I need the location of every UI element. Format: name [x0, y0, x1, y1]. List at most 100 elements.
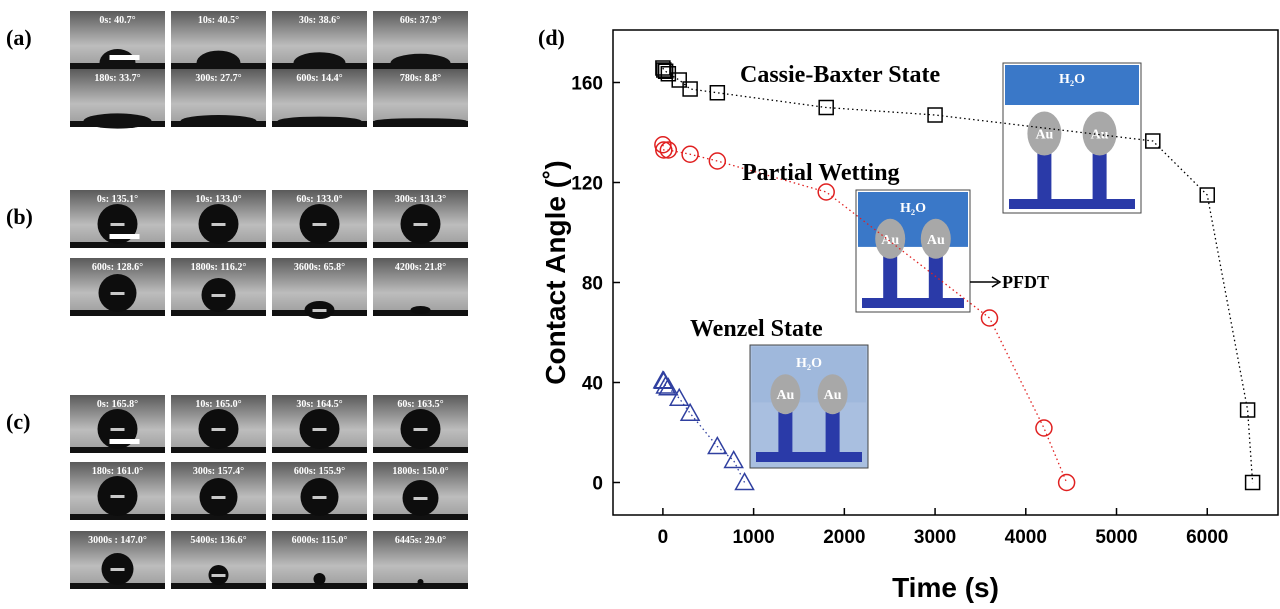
inset-label: Au — [927, 233, 945, 248]
highlight — [212, 496, 226, 499]
marker — [1059, 475, 1075, 491]
frame-label: 60s: 163.5° — [397, 399, 443, 410]
marker — [681, 404, 699, 420]
highlight — [414, 223, 428, 226]
x-tick-label: 1000 — [732, 527, 774, 548]
frame-label: 10s: 133.0° — [195, 194, 241, 205]
frame-label: 780s: 8.8° — [400, 73, 441, 84]
scale-bar — [110, 234, 140, 239]
frame-label: 6000s: 115.0° — [292, 535, 348, 546]
panel-label: (a) — [6, 25, 32, 50]
frame-label: 300s: 157.4° — [193, 466, 244, 477]
annotation: PFDT — [1002, 272, 1049, 292]
y-tick-label: 0 — [592, 474, 603, 495]
scale-bar — [110, 439, 140, 444]
inset: Au Au H₂O — [750, 345, 868, 468]
highlight — [111, 568, 125, 571]
frame-label: 1800s: 150.0° — [392, 466, 448, 477]
x-tick-label: 6000 — [1186, 527, 1228, 548]
marker — [683, 82, 697, 96]
frame-label: 0s: 165.8° — [97, 399, 138, 410]
inset-label: Au — [776, 388, 794, 403]
inset-label: Au — [1091, 128, 1109, 143]
y-tick-label: 120 — [571, 174, 603, 195]
x-tick-label: 5000 — [1095, 527, 1137, 548]
frame-label: 1800s: 116.2° — [191, 262, 247, 273]
frame-label: 4200s: 21.8° — [395, 262, 446, 273]
highlight — [313, 309, 327, 312]
inset-label: H₂O — [796, 356, 822, 371]
highlight — [414, 497, 428, 500]
marker — [982, 310, 998, 326]
panel-label: (b) — [6, 204, 33, 229]
frame-label: 300s: 27.7° — [195, 73, 241, 84]
panel-label: (d) — [538, 25, 565, 50]
inset-label: Au — [824, 388, 842, 403]
panel-label: (c) — [6, 409, 30, 434]
frame-label: 0s: 40.7° — [99, 15, 135, 26]
highlight — [111, 292, 125, 295]
x-tick-label: 2000 — [823, 527, 865, 548]
highlight — [111, 495, 125, 498]
frame-label: 180s: 161.0° — [92, 466, 143, 477]
frame-label: 60s: 37.9° — [400, 15, 441, 26]
frame-label: 10s: 40.5° — [198, 15, 239, 26]
highlight — [212, 223, 226, 226]
substrate — [756, 452, 862, 462]
scale-bar — [110, 55, 140, 60]
inset-label: H₂O — [900, 201, 926, 216]
frame-label: 6445s: 29.0° — [395, 535, 446, 546]
frame-label: 10s: 165.0° — [195, 399, 241, 410]
figure: (a) 0s: 40.7° 10s: 40.5° 30s: 38.6° 60s: 37.… — [0, 0, 1280, 609]
highlight — [212, 294, 226, 297]
droplet — [84, 113, 152, 128]
droplet — [181, 115, 257, 127]
highlight — [414, 428, 428, 431]
highlight — [111, 223, 125, 226]
series-label: Partial Wetting — [742, 160, 900, 186]
highlight — [313, 223, 327, 226]
highlight — [212, 428, 226, 431]
inset-label: Au — [1035, 128, 1053, 143]
inset-label: H₂O — [1059, 72, 1085, 87]
frame-label: 600s: 128.6° — [92, 262, 143, 273]
y-tick-label: 160 — [571, 74, 603, 95]
y-tick-label: 40 — [582, 374, 603, 395]
frame-label: 600s: 155.9° — [294, 466, 345, 477]
marker — [710, 86, 724, 100]
frame-label: 600s: 14.4° — [296, 73, 342, 84]
inset: AuAuH₂O — [856, 190, 970, 312]
substrate — [1009, 199, 1135, 209]
marker — [928, 108, 942, 122]
series-label: Wenzel State — [690, 316, 823, 342]
y-tick-label: 80 — [582, 274, 603, 295]
x-tick-label: 3000 — [914, 527, 956, 548]
marker — [1036, 420, 1052, 436]
substrate — [862, 298, 964, 308]
frame-label: 30s: 164.5° — [296, 399, 342, 410]
highlight — [111, 428, 125, 431]
marker — [818, 184, 834, 200]
frame-label: 30s: 38.6° — [299, 15, 340, 26]
marker — [1241, 403, 1255, 417]
highlight — [313, 496, 327, 499]
droplet — [278, 117, 362, 126]
series-label: Cassie-Baxter State — [740, 62, 941, 88]
marker — [709, 153, 725, 169]
frame-label: 3600s: 65.8° — [294, 262, 345, 273]
frame-label: 3000s : 147.0° — [88, 535, 147, 546]
x-tick-label: 0 — [658, 527, 669, 548]
inset: Au Au H₂O — [1003, 63, 1141, 213]
highlight — [212, 574, 226, 577]
highlight — [313, 428, 327, 431]
frame-label: 0s: 135.1° — [97, 194, 138, 205]
frame-label: 60s: 133.0° — [296, 194, 342, 205]
marker — [708, 438, 726, 454]
frame-label: 300s: 131.3° — [395, 194, 446, 205]
y-axis-label: Contact Angle (˚) — [540, 160, 571, 385]
marker — [670, 389, 688, 405]
x-tick-label: 4000 — [1005, 527, 1047, 548]
frame-label: 180s: 33.7° — [94, 73, 140, 84]
droplet — [375, 118, 467, 124]
frame-label: 5400s: 136.6° — [190, 535, 246, 546]
